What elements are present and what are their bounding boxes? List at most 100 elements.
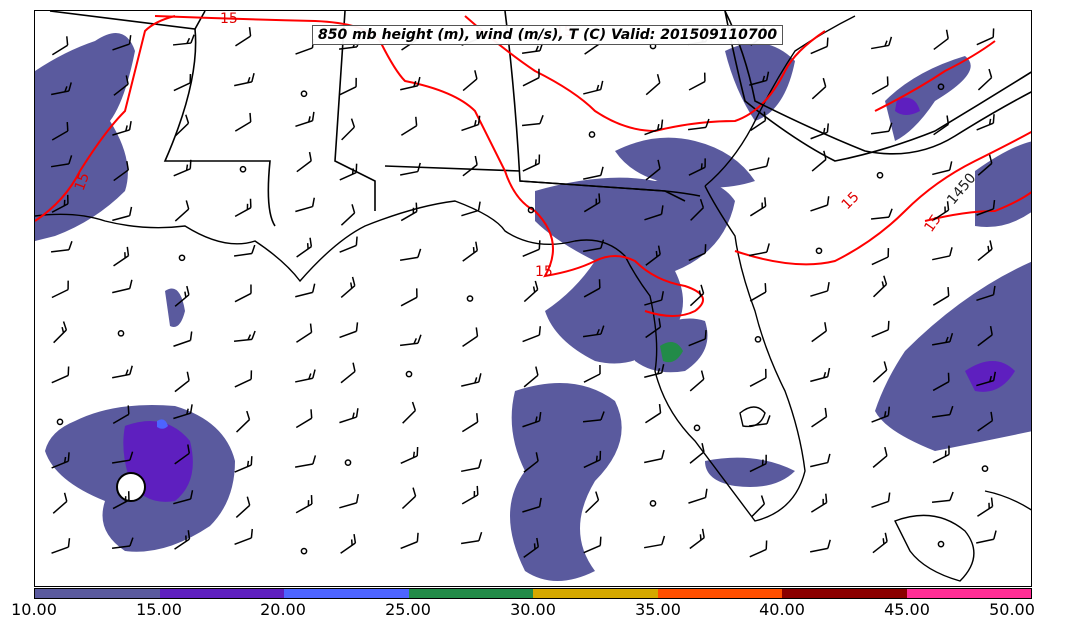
- temp-label-5: 15: [839, 189, 863, 213]
- wind-barb: [51, 82, 72, 96]
- wind-barb: [523, 537, 540, 559]
- wind-barb: [233, 244, 256, 257]
- wind-barb: [461, 373, 482, 387]
- wind-barb: [174, 371, 190, 393]
- map-title: 850 mb height (m), wind (m/s), T (C) Val…: [312, 25, 784, 45]
- precip-blue-cell: [157, 419, 168, 429]
- colorbar-segment-4: [408, 589, 533, 598]
- wind-barb: [688, 158, 706, 176]
- wind-barb: [295, 369, 316, 383]
- wind-barb: [51, 452, 70, 469]
- wind-barb: [645, 245, 661, 266]
- border-texas-louisiana: [163, 28, 276, 227]
- wind-barb: [339, 322, 359, 339]
- calm-wind-marker: [649, 500, 657, 507]
- wind-barb: [933, 115, 950, 136]
- border-west-1: [49, 11, 206, 30]
- wind-barb: [689, 370, 705, 392]
- wind-barb: [749, 243, 770, 257]
- wind-barb: [688, 72, 706, 91]
- precip-area-gulf-south: [510, 383, 622, 581]
- wind-barb: [400, 162, 421, 176]
- wind-barb: [236, 410, 251, 433]
- wind-barb: [340, 362, 356, 384]
- wind-barb: [811, 407, 828, 428]
- wind-barb: [688, 488, 708, 504]
- wind-barb: [931, 491, 954, 504]
- colorbar-segment-8: [906, 589, 1031, 598]
- wind-barb: [871, 320, 890, 338]
- wind-barb: [976, 371, 997, 387]
- colorbar-tick-label: 35.00: [635, 600, 681, 619]
- wind-barb: [233, 330, 256, 343]
- calm-wind-marker: [754, 335, 762, 343]
- colorbar-tick-labels: 10.00 15.00 20.00 25.00 30.00 35.00 40.0…: [0, 600, 1065, 630]
- calm-wind-marker: [937, 540, 945, 548]
- wind-barb: [749, 197, 767, 217]
- colorbar-segment-2: [159, 589, 284, 598]
- wind-barb: [522, 411, 542, 428]
- precip-area-small-1: [165, 288, 185, 327]
- wind-barb: [977, 154, 993, 176]
- wind-barb: [112, 365, 133, 379]
- wind-barb: [977, 411, 994, 432]
- wind-barb: [461, 459, 482, 473]
- wind-barb: [173, 490, 194, 505]
- wind-barb: [340, 276, 356, 299]
- wind-barb: [976, 530, 997, 544]
- wind-barb: [644, 291, 665, 306]
- wind-barb: [645, 159, 661, 181]
- calm-wind-marker: [300, 90, 308, 98]
- wind-barb: [688, 244, 707, 262]
- wind-barb: [583, 279, 601, 298]
- wind-barb: [977, 325, 993, 347]
- wind-barb: [872, 446, 888, 468]
- calm-wind-marker: [588, 131, 596, 138]
- wind-barb: [810, 493, 828, 513]
- wind-barb: [339, 163, 358, 181]
- wind-barb: [522, 68, 540, 87]
- wind-barb: [933, 201, 950, 221]
- wind-barb: [976, 28, 995, 46]
- wind-barb: [977, 497, 994, 517]
- wind-barb: [977, 68, 993, 91]
- wind-barb: [339, 77, 357, 96]
- wind-barb: [523, 452, 539, 473]
- wind-barb: [810, 123, 830, 140]
- wind-barb: [644, 535, 666, 549]
- wind-barb: [399, 334, 422, 347]
- colorbar-segment-1: [35, 589, 160, 598]
- wind-barb: [870, 122, 893, 135]
- wind-barb: [871, 248, 890, 266]
- wind-barb: [932, 247, 953, 261]
- contour-labels: 15 15 15 15 15 15 1450: [72, 11, 980, 280]
- wind-barb: [402, 401, 417, 424]
- wind-barb: [173, 404, 193, 420]
- wind-barb: [53, 321, 68, 344]
- wind-barb: [810, 367, 831, 383]
- wind-barb: [689, 528, 705, 550]
- wind-barb: [295, 495, 313, 514]
- wind-barb: [461, 413, 479, 433]
- wind-barb: [976, 285, 996, 302]
- border-gulf-states: [384, 165, 521, 172]
- wind-barb: [112, 279, 133, 294]
- temp-contour-east: [874, 40, 996, 112]
- wind-barb: [749, 71, 770, 86]
- height-contour-1450: [724, 11, 1031, 155]
- wind-barb: [174, 530, 191, 550]
- wind-barb: [976, 199, 996, 216]
- gulf-coastline: [35, 185, 806, 522]
- wind-barb: [399, 248, 422, 261]
- calm-wind-marker: [466, 295, 474, 302]
- precip-area-central: [535, 177, 735, 364]
- wind-barb: [690, 198, 705, 221]
- border-carolinas: [724, 11, 1031, 162]
- temp-label-2: 15: [220, 11, 238, 27]
- calm-wind-marker: [937, 83, 945, 91]
- wind-barb: [687, 118, 710, 131]
- wind-barb: [400, 288, 418, 307]
- wind-barb: [749, 283, 767, 302]
- calm-wind-marker: [405, 370, 413, 378]
- wind-barb: [234, 73, 255, 87]
